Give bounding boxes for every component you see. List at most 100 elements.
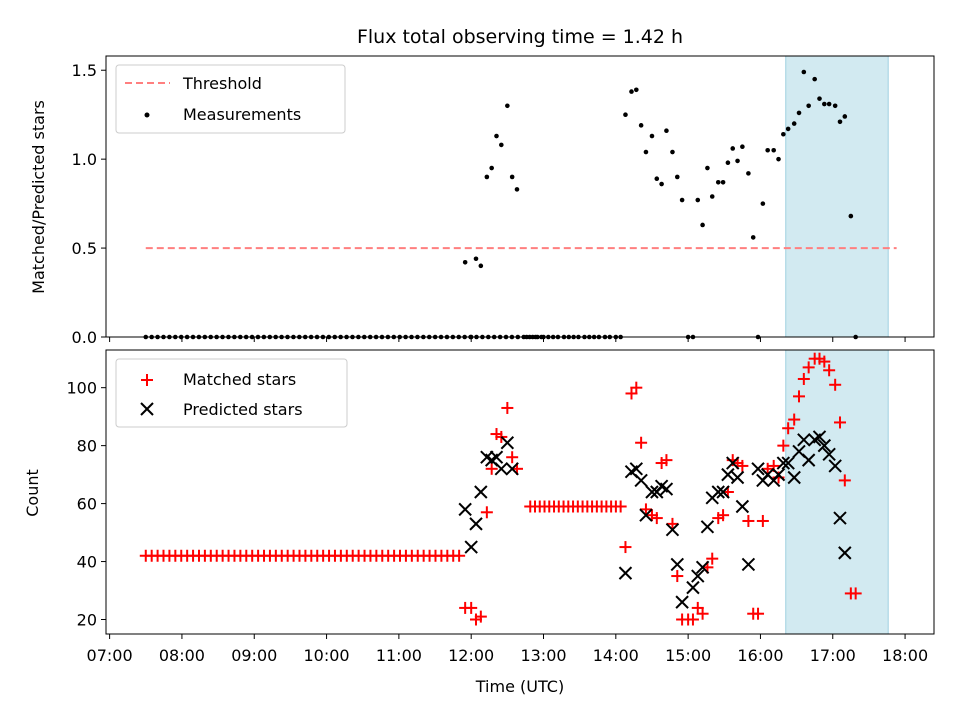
predicted-star-point: [458, 502, 472, 517]
top-panel: 0.0 0.5 1.0 1.5 Matched/Predicted stars Thr…: [29, 55, 935, 347]
measurement-point: [695, 197, 701, 203]
matched-star-point: [717, 509, 730, 522]
matched-star-point: [849, 587, 862, 600]
bottom-y-tick-label: 20: [77, 611, 97, 630]
predicted-star-point: [716, 485, 730, 499]
measurement-point: [720, 179, 726, 185]
predicted-star-point: [721, 467, 735, 482]
measurement-point: [700, 222, 705, 228]
measurement-point: [725, 160, 731, 166]
x-tick-label: 11:00: [376, 646, 422, 665]
measurement-point: [740, 144, 745, 150]
matched-star-point: [756, 514, 769, 527]
predicted-star-point: [695, 560, 710, 575]
measurement-point: [715, 179, 721, 185]
measurements-legend-label: Measurements: [183, 105, 301, 124]
x-tick-label: 14:00: [593, 646, 639, 665]
x-tick-label: 07:00: [87, 646, 133, 665]
measurement-point: [499, 142, 504, 148]
matched-star-point: [635, 436, 648, 449]
top-y-ticks: 0.0 0.5 1.0 1.5: [72, 61, 106, 347]
x-tick-label: 10:00: [304, 646, 350, 665]
measurement-point: [709, 194, 715, 199]
measurements-legend-swatch: [144, 112, 150, 118]
measurement-point: [664, 128, 669, 133]
predicted-star-point: [726, 456, 740, 470]
predicted-star-point: [618, 566, 633, 580]
top-y-tick-label: 1.5: [72, 61, 97, 80]
top-y-tick-label: 0.5: [72, 239, 97, 258]
predicted-star-point: [781, 456, 795, 470]
measurement-point: [659, 181, 664, 187]
matched-star-point: [838, 474, 851, 487]
matched-star-point: [453, 549, 466, 562]
predicted-star-point: [735, 499, 750, 514]
predicted-star-point: [822, 447, 836, 462]
measurement-point: [832, 103, 838, 109]
bottom-y-tick-label: 40: [77, 553, 97, 572]
measurement-point: [746, 171, 751, 176]
predicted-star-point: [833, 511, 847, 525]
matched-star-point: [501, 401, 514, 414]
measurement-point: [842, 114, 848, 119]
matched-star-point: [619, 541, 632, 554]
measurement-point: [750, 235, 756, 240]
measurement-point: [822, 101, 827, 107]
bottom-legend-box: [115, 358, 348, 428]
top-y-tick-label: 0.0: [72, 328, 97, 347]
predicted-star-point: [489, 450, 504, 464]
measurement-point: [735, 158, 740, 164]
top-plot-frame: [105, 55, 935, 338]
measurement-point: [484, 174, 490, 180]
predicted-star-point: [634, 473, 648, 488]
threshold-legend-label: Threshold: [182, 74, 262, 93]
bottom-panel: 20 40 60 80 100 07:00 08:00 09:00 10:00 11:00 12:…: [23, 349, 935, 696]
matched-star-point: [650, 512, 663, 525]
predicted-star-point: [505, 462, 519, 476]
predicted-star-point: [787, 470, 801, 485]
predicted-star-point: [659, 482, 674, 496]
top-legend-box: [115, 64, 346, 134]
matched-star-point: [686, 613, 699, 626]
measurement-point: [489, 165, 494, 171]
matched-star-point: [465, 601, 478, 614]
predicted-star-point: [797, 433, 811, 447]
measurement-point: [649, 133, 655, 139]
predicted-star-point: [675, 595, 689, 609]
matched-star-point: [660, 454, 673, 467]
measurement-point: [781, 131, 786, 137]
bottom-y-tick-label: 100: [66, 379, 97, 398]
measurement-point: [638, 123, 644, 128]
matched-star-point: [666, 517, 679, 530]
predicted-star-point: [730, 470, 745, 485]
measurement-point: [629, 89, 634, 94]
predicted-star-point: [711, 485, 725, 499]
predicted-star-point: [500, 436, 515, 450]
x-tick-label: 17:00: [810, 646, 856, 665]
predicted-star-point: [665, 522, 680, 537]
matched-star-point: [474, 610, 487, 623]
predicted-star-point: [469, 517, 483, 531]
measurement-point: [634, 87, 639, 93]
predicted-star-point: [817, 438, 832, 453]
matched-star-point: [614, 500, 627, 513]
bottom-y-tick-label: 80: [77, 437, 97, 456]
measurement-point: [730, 146, 736, 151]
matched-star-point: [823, 364, 836, 377]
matched-star-point: [696, 607, 709, 620]
measurement-point: [514, 187, 520, 192]
measurement-point: [817, 96, 822, 101]
matched-star-point: [742, 514, 755, 527]
measurement-point: [785, 126, 791, 132]
measurement-point: [791, 121, 797, 126]
measurement-point: [654, 176, 660, 182]
top-y-tick-label: 1.0: [72, 150, 97, 169]
matched-star-point: [782, 422, 795, 435]
measurement-point: [806, 103, 811, 109]
matched-star-point: [736, 459, 749, 472]
measurement-point: [796, 110, 802, 116]
measurement-point: [801, 69, 807, 75]
matched-star-point: [706, 552, 719, 565]
matched-star-point: [802, 361, 815, 374]
